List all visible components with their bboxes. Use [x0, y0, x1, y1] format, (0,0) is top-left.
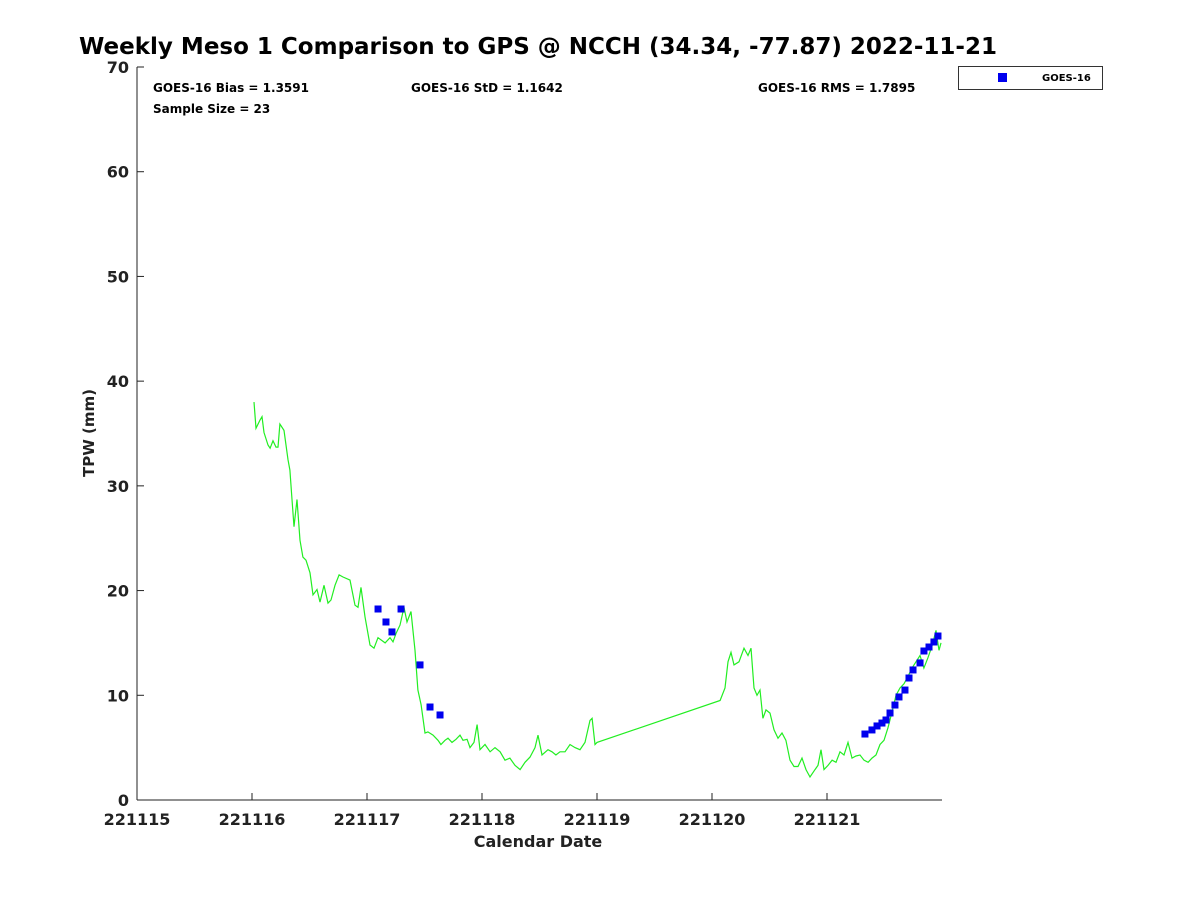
goes-point: [436, 711, 444, 719]
goes-point: [905, 674, 913, 682]
goes-point: [886, 709, 894, 717]
stat-std: GOES-16 StD = 1.1642: [411, 81, 563, 95]
x-tick-label: 221117: [334, 810, 401, 829]
goes-point: [426, 703, 434, 711]
goes-point: [388, 628, 396, 636]
goes-point: [397, 605, 405, 613]
x-tick-label: 221119: [564, 810, 631, 829]
goes-point: [873, 722, 881, 730]
x-tick-label: 221115: [104, 810, 171, 829]
x-tick-label: 221120: [679, 810, 746, 829]
goes-point: [861, 730, 869, 738]
goes-point: [895, 693, 903, 701]
y-tick-label: 10: [107, 686, 129, 705]
goes-point: [891, 701, 899, 709]
y-tick-label: 50: [107, 267, 129, 286]
y-tick-label: 40: [107, 372, 129, 391]
goes-point: [916, 659, 924, 667]
y-tick-label: 60: [107, 163, 129, 182]
y-tick-label: 20: [107, 582, 129, 601]
stat-bias: GOES-16 Bias = 1.3591: [153, 81, 309, 95]
legend: GOES-16: [958, 66, 1103, 90]
goes-point: [909, 666, 917, 674]
stat-rms: GOES-16 RMS = 1.7895: [758, 81, 915, 95]
goes-point: [925, 643, 933, 651]
goes-point: [934, 632, 942, 640]
goes-point: [416, 661, 424, 669]
stat-sample-size: Sample Size = 23: [153, 102, 270, 116]
goes-point: [868, 726, 876, 734]
x-tick-label: 221121: [794, 810, 861, 829]
goes-series: [374, 605, 942, 738]
y-axis-label: TPW (mm): [80, 389, 98, 477]
goes-point: [930, 638, 938, 646]
x-tick-label: 221118: [449, 810, 516, 829]
goes-point: [901, 686, 909, 694]
y-tick-label: 0: [118, 791, 129, 810]
legend-label-goes: GOES-16: [1042, 73, 1091, 84]
goes-point: [882, 716, 890, 724]
legend-marker-goes: [998, 73, 1007, 82]
y-tick-label: 30: [107, 477, 129, 496]
legend-box: [958, 66, 1103, 90]
goes-point: [374, 605, 382, 613]
y-tick-label: 70: [107, 58, 129, 77]
goes-point: [382, 618, 390, 626]
x-tick-label: 221116: [219, 810, 286, 829]
x-axis-label: Calendar Date: [474, 832, 603, 851]
goes-point: [920, 647, 928, 655]
gps-series: [253, 402, 942, 779]
chart-title: Weekly Meso 1 Comparison to GPS @ NCCH (…: [79, 34, 997, 60]
goes-point: [878, 719, 886, 727]
axes: 0 10 20 30 40 50 60 70 221115 221116 221117 221118 2…: [104, 58, 942, 829]
gps-line: [253, 402, 942, 779]
